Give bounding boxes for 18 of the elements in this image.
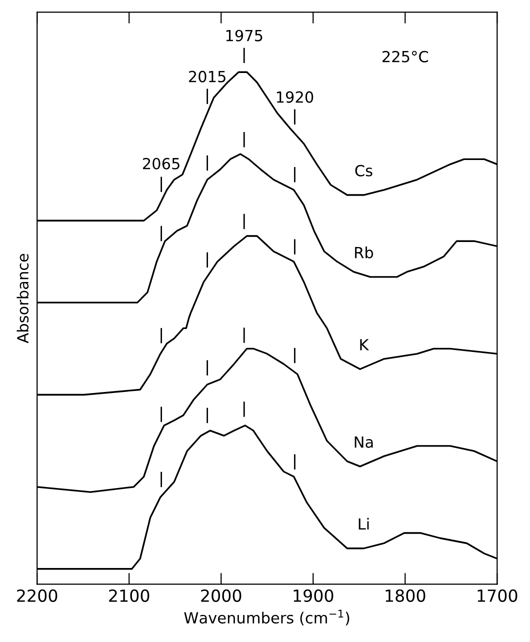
x-tick-label: 1800 (386, 589, 426, 602)
series-label: Cs (355, 164, 372, 176)
annotation: 1920 (276, 91, 314, 103)
y-axis-title: Absorbance (16, 254, 29, 344)
x-tick-label: 1900 (294, 589, 334, 602)
x-tick-label: 1700 (478, 589, 518, 602)
annotation: 2065 (142, 158, 180, 170)
x-tick-label: 2100 (109, 589, 150, 602)
annotation: 1975 (226, 30, 262, 42)
annotation: 2015 (188, 70, 226, 82)
x-axis-title: Wavenumbers (cm$^{−1}$) (184, 610, 350, 626)
series-label: Na (354, 436, 373, 448)
x-tick-label: 2000 (201, 589, 242, 602)
x-tick-label: 2200 (17, 589, 58, 602)
text: 225°C (382, 50, 428, 62)
series-label: K (360, 339, 370, 350)
series-label: Rb (355, 246, 374, 258)
series-label: Li (358, 518, 369, 530)
